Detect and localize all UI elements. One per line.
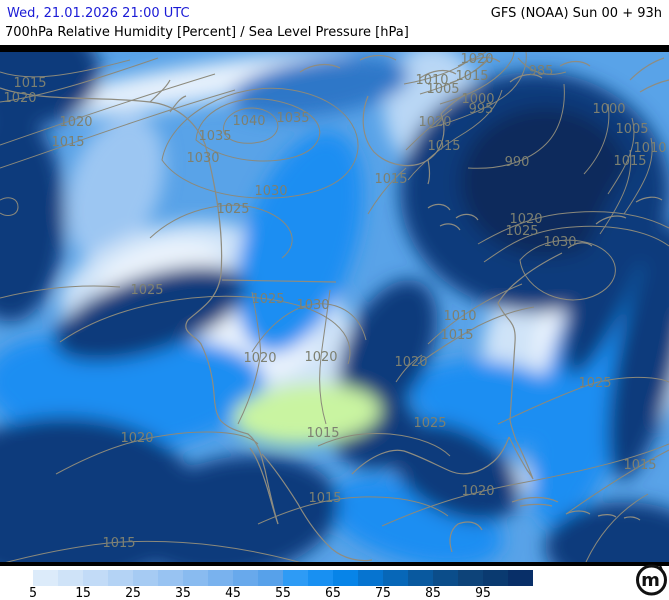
colorbar-tick: 85: [425, 586, 441, 600]
pressure-label: 1015: [374, 172, 407, 187]
pressure-label: 1035: [198, 129, 231, 144]
pressure-label: 1040: [232, 114, 265, 129]
pressure-label: 1015: [613, 154, 646, 169]
colorbar-tick: 25: [125, 586, 141, 600]
pressure-label: 1015: [51, 135, 84, 150]
pressure-label: 1020: [120, 431, 153, 446]
pressure-label: 1025: [505, 224, 538, 239]
logo-circle-icon: [636, 564, 667, 596]
colorbar-segment: [308, 570, 333, 586]
pressure-label: 1010: [443, 309, 476, 324]
logo-letter: m: [641, 570, 660, 591]
pressure-label: 1020: [394, 355, 427, 370]
pressure-label: 1020: [418, 115, 451, 130]
pressure-label: 1035: [276, 111, 309, 126]
pressure-label: 1015: [427, 139, 460, 154]
colorbar-segment: [233, 570, 258, 586]
colorbar-tick: 75: [375, 586, 391, 600]
colorbar-segment: [433, 570, 458, 586]
pressure-label: 1005: [615, 122, 648, 137]
colorbar-segment: [383, 570, 408, 586]
colorbar-tick: 15: [75, 586, 91, 600]
pressure-label: 1015: [308, 491, 341, 506]
colorbar-segment: [408, 570, 433, 586]
site-logo: m: [635, 561, 669, 599]
colorbar-segment: [133, 570, 158, 586]
pressure-label: 1020: [304, 350, 337, 365]
colorbar-segment: [358, 570, 383, 586]
humidity-colorbar: [33, 570, 533, 586]
pressure-label: 985: [529, 64, 554, 79]
pressure-label: 1020: [3, 91, 36, 106]
pressure-label: 1015: [440, 328, 473, 343]
pressure-label: 995: [469, 102, 494, 117]
pressure-label: 1000: [461, 92, 494, 107]
colorbar-segment: [483, 570, 508, 586]
pressure-label: 1015: [102, 536, 135, 551]
model-run-label: GFS (NOAA) Sun 00 + 93h: [490, 6, 662, 21]
colorbar-tick: 65: [325, 586, 341, 600]
pressure-label: 1020: [460, 52, 493, 67]
pressure-label: 1015: [455, 69, 488, 84]
pressure-label: 1025: [578, 376, 611, 391]
pressure-contours: [0, 52, 669, 562]
colorbar-segment: [283, 570, 308, 586]
coastlines: [0, 54, 669, 562]
pressure-label: 1030: [186, 151, 219, 166]
map-title: 700hPa Relative Humidity [Percent] / Sea…: [5, 25, 409, 40]
pressure-label: 990: [505, 155, 530, 170]
pressure-label: 1020: [243, 351, 276, 366]
colorbar-segment: [58, 570, 83, 586]
colorbar-segment: [508, 570, 533, 586]
colorbar-segment: [208, 570, 233, 586]
colorbar-tick: 95: [475, 586, 491, 600]
pressure-label: 1015: [13, 76, 46, 91]
valid-datetime: Wed, 21.01.2026 21:00 UTC: [7, 6, 190, 21]
pressure-label: 1015: [623, 458, 656, 473]
pressure-label: 1020: [461, 484, 494, 499]
colorbar-tick: 35: [175, 586, 191, 600]
colorbar-tick: 55: [275, 586, 291, 600]
colorbar-tick: 45: [225, 586, 241, 600]
pressure-label: 1025: [130, 283, 163, 298]
colorbar-segment: [158, 570, 183, 586]
colorbar-segment: [258, 570, 283, 586]
pressure-label: 1030: [543, 235, 576, 250]
colorbar-segment: [33, 570, 58, 586]
pressure-label: 1005: [426, 82, 459, 97]
colorbar-segment: [83, 570, 108, 586]
pressure-label: 1020: [59, 115, 92, 130]
colorbar-segment: [458, 570, 483, 586]
pressure-label: 1025: [413, 416, 446, 431]
pressure-label: 1000: [592, 102, 625, 117]
pressure-label: 1025: [251, 292, 284, 307]
pressure-label: 1010: [633, 141, 666, 156]
pressure-label: 1025: [216, 202, 249, 217]
colorbar-tick-labels: 5 15 25 35 45 55 65 75 85 95: [29, 586, 553, 600]
logo-tick-icon: [658, 565, 664, 573]
colorbar-tick: 5: [29, 586, 37, 600]
colorbar-segment: [183, 570, 208, 586]
colorbar-segment: [333, 570, 358, 586]
pressure-label: 1015: [306, 426, 339, 441]
pressure-label: 1010: [415, 73, 448, 88]
forecast-map: 1015 1020 1020 1015 1040 1035 1035 1030 1030 1025…: [0, 45, 669, 566]
pressure-label: 1030: [296, 298, 329, 313]
pressure-label: 1020: [509, 212, 542, 227]
pressure-label: 1030: [254, 184, 287, 199]
colorbar-segment: [108, 570, 133, 586]
humidity-shading: [0, 52, 669, 562]
